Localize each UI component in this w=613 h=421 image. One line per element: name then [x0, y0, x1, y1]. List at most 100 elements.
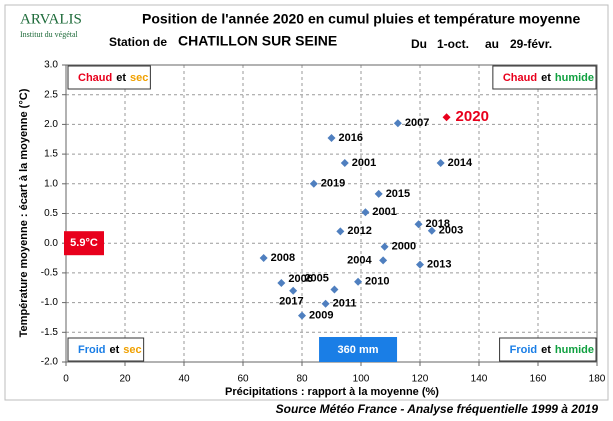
- quadrant-word: Froid: [510, 344, 538, 356]
- scatter-point: [277, 278, 286, 287]
- station-prefix: Station de: [109, 35, 167, 49]
- scatter-point: [327, 134, 336, 143]
- period-to: 29-févr.: [510, 37, 552, 51]
- y-tick-label: -2.0: [41, 357, 59, 368]
- point-label: 2003: [439, 225, 463, 237]
- quadrant-word: sec: [130, 72, 148, 84]
- y-axis-label: Température moyenne : écart à la moyenne…: [18, 88, 30, 337]
- scatter-point: [416, 260, 424, 269]
- scatter-point: [414, 220, 423, 229]
- quadrant-box: [499, 337, 597, 362]
- x-tick-label: 140: [471, 374, 488, 385]
- point-label: 2001: [352, 157, 376, 169]
- scatter-point: [336, 227, 345, 236]
- x-tick-label: 40: [178, 374, 190, 385]
- scatter-point: [340, 159, 349, 168]
- point-label: 2017: [279, 296, 303, 308]
- point-label: 2009: [309, 310, 333, 322]
- quadrant-word: humide: [555, 344, 594, 356]
- quadrant-word: et: [541, 72, 551, 84]
- point-label: 2005: [304, 272, 328, 284]
- quadrant-word: sec: [123, 344, 141, 356]
- quadrant-box: [67, 337, 145, 362]
- quadrant-label: Chaud et sec: [78, 72, 148, 84]
- mean-rain-label: 360 mm: [338, 344, 379, 356]
- scatter-point: [298, 311, 306, 320]
- logo-name: ARVALIS: [20, 11, 82, 27]
- chart-title: Position de l'année 2020 en cumul pluies…: [142, 11, 580, 27]
- x-tick-label: 160: [530, 374, 547, 385]
- period-from: 1-oct.: [437, 37, 469, 51]
- source: Source Météo France - Analyse fréquentie…: [276, 402, 599, 416]
- point-label: 2010: [365, 276, 389, 288]
- y-tick-label: 0.0: [44, 238, 58, 249]
- y-tick-label: 0.5: [44, 208, 58, 219]
- quadrant-label: Froid et humide: [510, 344, 594, 356]
- highlight-label: 2020: [456, 108, 489, 125]
- scatter-point: [379, 256, 388, 265]
- y-tick-label: 2.0: [44, 119, 58, 130]
- quadrant-box: [492, 65, 597, 90]
- point-label: 2013: [427, 258, 451, 270]
- y-tick-label: 2.5: [44, 89, 58, 100]
- quadrant-word: et: [110, 344, 120, 356]
- x-tick-label: 80: [296, 374, 308, 385]
- point-label: 2007: [405, 117, 429, 129]
- scatter-point: [380, 242, 389, 251]
- station: CHATILLON SUR SEINE: [178, 33, 337, 49]
- x-tick-label: 0: [63, 374, 69, 385]
- logo-tagline: Institut du végétal: [20, 30, 79, 39]
- quadrant-box: [67, 65, 151, 90]
- point-label: 2006: [288, 273, 312, 285]
- x-tick-label: 60: [237, 374, 249, 385]
- point-label: 2014: [448, 157, 473, 169]
- point-label: 2001: [372, 206, 396, 218]
- scatter-point: [354, 277, 363, 286]
- y-tick-label: 1.5: [44, 149, 58, 160]
- mean-rain-box: [319, 337, 398, 362]
- quadrant-word: Froid: [78, 344, 106, 356]
- chart-frame: [4, 4, 609, 401]
- scatter-point: [259, 254, 268, 263]
- scatter-point: [321, 299, 330, 308]
- y-tick-label: -1.0: [41, 297, 59, 308]
- scatter-point: [436, 159, 445, 168]
- quadrant-label: Froid et sec: [78, 344, 142, 356]
- scatter-point: [330, 285, 339, 294]
- scatter-point: [374, 189, 383, 198]
- point-label: 2019: [321, 178, 345, 190]
- point-label: 2012: [347, 225, 371, 237]
- period-to-label: au: [485, 37, 499, 51]
- x-tick-label: 20: [119, 374, 131, 385]
- point-label: 2016: [339, 132, 363, 144]
- mean-temperature-label: 5.9°C: [70, 237, 98, 249]
- scatter-point: [393, 119, 402, 128]
- x-tick-label: 180: [589, 374, 606, 385]
- quadrant-word: et: [541, 344, 551, 356]
- point-label: 2004: [347, 254, 372, 266]
- highlight-point: [442, 113, 451, 122]
- scatter-point: [361, 208, 370, 217]
- point-label: 2000: [392, 241, 416, 253]
- period-from-label: Du: [411, 37, 427, 51]
- y-tick-label: -0.5: [41, 268, 59, 279]
- quadrant-word: humide: [555, 72, 594, 84]
- quadrant-word: et: [116, 72, 126, 84]
- y-tick-label: 1.0: [44, 178, 58, 189]
- x-axis-label: Précipitations : rapport à la moyenne (%…: [225, 386, 439, 398]
- point-label: 2015: [386, 188, 410, 200]
- y-tick-label: -1.5: [41, 327, 59, 338]
- scatter-point: [427, 226, 436, 235]
- quadrant-word: Chaud: [503, 72, 537, 84]
- x-tick-label: 120: [412, 374, 429, 385]
- scatter-point: [309, 179, 318, 188]
- x-tick-label: 100: [353, 374, 370, 385]
- quadrant-label: Chaud et humide: [503, 72, 594, 84]
- point-label: 2008: [271, 252, 295, 264]
- point-label: 2011: [333, 298, 357, 310]
- y-tick-label: 3.0: [44, 60, 58, 71]
- quadrant-word: Chaud: [78, 72, 112, 84]
- mean-temperature-box: [64, 231, 104, 256]
- scatter-point: [289, 286, 298, 295]
